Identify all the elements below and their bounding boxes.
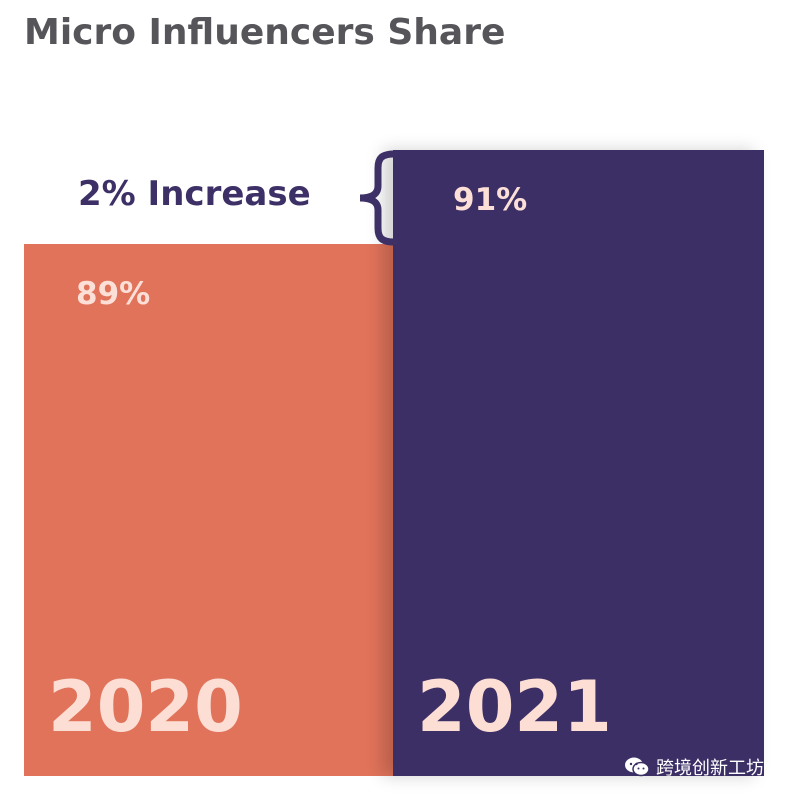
bar-2020: 89% 2020 xyxy=(24,244,395,776)
value-label-2020: 89% xyxy=(76,276,151,312)
category-label-2021: 2021 xyxy=(417,666,612,748)
increase-annotation: 2% Increase xyxy=(78,174,311,214)
watermark-text: 跨境创新工坊 xyxy=(656,758,764,779)
watermark: 跨境创新工坊 xyxy=(624,754,764,780)
chart-title: Micro Influencers Share xyxy=(24,12,506,53)
bar-2021: 91% 2021 xyxy=(393,150,764,776)
value-label-2021: 91% xyxy=(453,182,528,218)
brace-icon xyxy=(359,150,398,246)
category-label-2020: 2020 xyxy=(48,666,243,748)
wechat-icon xyxy=(625,757,650,777)
